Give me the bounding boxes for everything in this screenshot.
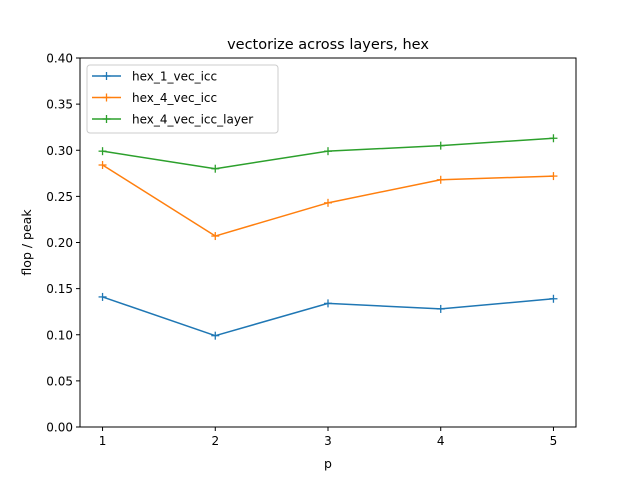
legend-label: hex_4_vec_icc_layer [132, 113, 253, 127]
legend: hex_1_vec_icc hex_4_vec_icc hex_4_vec_icc_… [86, 64, 279, 134]
x-tick-label: 3 [324, 434, 332, 448]
data-point [436, 175, 445, 184]
data-point [98, 161, 107, 170]
legend-entry: hex_4_vec_icc [92, 91, 217, 105]
data-point [98, 292, 107, 301]
legend-entry: hex_4_vec_icc_layer [92, 113, 253, 127]
y-tick-label: 0.25 [46, 190, 73, 204]
data-point [211, 232, 220, 241]
data-point [436, 141, 445, 150]
data-point [549, 134, 558, 143]
legend-label: hex_4_vec_icc [132, 91, 217, 105]
y-tick-label: 0.35 [46, 98, 73, 112]
data-point [211, 331, 220, 340]
plot-frame [79, 57, 577, 428]
data-point [549, 172, 558, 181]
data-point [324, 198, 332, 207]
x-tick-label: 1 [99, 434, 107, 448]
x-tick-label: 4 [437, 434, 445, 448]
series-hex_4_vec_icc_layer [98, 134, 558, 173]
legend-entry: hex_1_vec_icc [92, 70, 217, 84]
data-point [211, 164, 220, 173]
axes-layer: 1 2 3 4 5 0.00 0.05 0.10 0.15 0.20 0.25 0.30 0.35 0.4… [46, 52, 557, 449]
y-tick-label: 0.15 [46, 282, 73, 296]
y-tick-label: 0.20 [46, 236, 73, 250]
chart-title: vectorize across layers, hex [227, 37, 429, 53]
y-tick-label: 0.40 [46, 52, 73, 66]
data-point [324, 147, 332, 156]
y-tick-label: 0.00 [46, 421, 73, 435]
series-layer [98, 134, 558, 340]
series-hex_1_vec_icc [98, 292, 558, 340]
x-axis-label: p [324, 456, 332, 471]
y-tick-label: 0.05 [46, 374, 73, 388]
data-point [98, 147, 107, 156]
legend-label: hex_1_vec_icc [132, 70, 217, 84]
y-tick-label: 0.10 [46, 328, 73, 342]
x-tick-label: 2 [211, 434, 219, 448]
data-point [549, 294, 558, 303]
data-point [324, 299, 332, 308]
x-tick-label: 5 [550, 434, 558, 448]
legend-box [86, 64, 279, 134]
y-axis-label: flop / peak [19, 209, 34, 276]
series-hex_4_vec_icc [98, 161, 558, 241]
y-tick-label: 0.30 [46, 144, 73, 158]
data-point [436, 304, 445, 313]
